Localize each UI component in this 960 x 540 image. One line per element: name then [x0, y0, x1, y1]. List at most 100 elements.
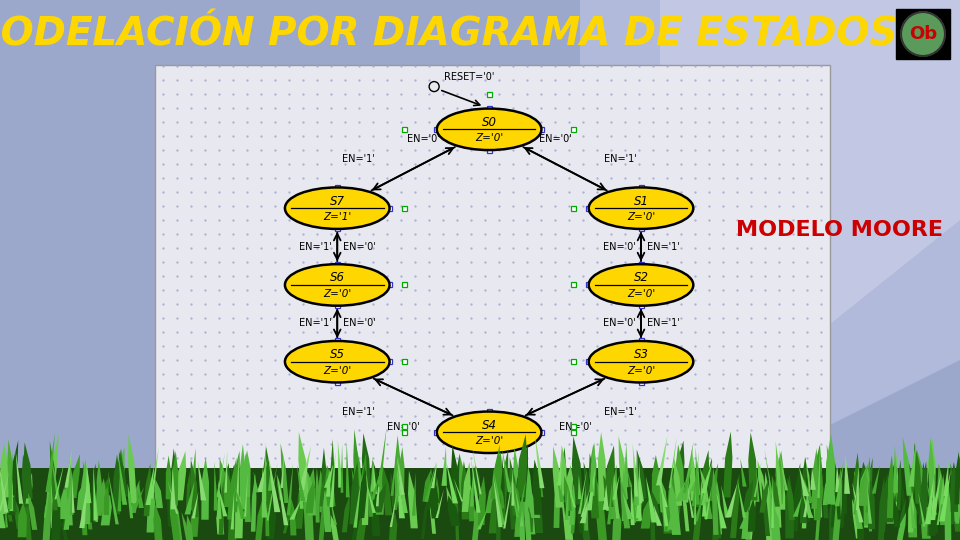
Polygon shape: [431, 462, 437, 488]
Polygon shape: [621, 468, 627, 521]
Polygon shape: [0, 470, 10, 511]
Polygon shape: [527, 498, 534, 532]
Polygon shape: [926, 465, 934, 519]
Polygon shape: [515, 474, 526, 537]
Polygon shape: [286, 464, 293, 515]
Polygon shape: [739, 506, 750, 529]
Polygon shape: [723, 431, 732, 497]
Polygon shape: [944, 460, 948, 496]
Polygon shape: [606, 462, 612, 511]
Polygon shape: [98, 476, 109, 510]
Ellipse shape: [588, 341, 693, 382]
Polygon shape: [230, 451, 240, 512]
Polygon shape: [389, 512, 397, 540]
Polygon shape: [329, 452, 335, 507]
Polygon shape: [362, 433, 372, 496]
Polygon shape: [740, 458, 747, 487]
Polygon shape: [295, 471, 305, 529]
Polygon shape: [429, 488, 436, 534]
Polygon shape: [854, 466, 859, 510]
Polygon shape: [509, 468, 518, 530]
Polygon shape: [746, 481, 756, 539]
Polygon shape: [908, 463, 916, 516]
Polygon shape: [95, 494, 98, 519]
FancyBboxPatch shape: [434, 430, 440, 435]
Polygon shape: [830, 484, 836, 527]
Polygon shape: [868, 477, 872, 531]
Polygon shape: [607, 477, 612, 524]
FancyBboxPatch shape: [638, 339, 643, 343]
Polygon shape: [930, 471, 941, 520]
Polygon shape: [636, 466, 642, 521]
Polygon shape: [954, 451, 960, 504]
Polygon shape: [815, 480, 823, 540]
Polygon shape: [702, 490, 707, 517]
Polygon shape: [83, 461, 92, 529]
Polygon shape: [324, 464, 333, 488]
Polygon shape: [353, 477, 362, 528]
Polygon shape: [562, 474, 573, 540]
Polygon shape: [567, 482, 576, 508]
Polygon shape: [690, 471, 699, 491]
Polygon shape: [82, 460, 90, 524]
Polygon shape: [757, 460, 767, 501]
Polygon shape: [370, 477, 380, 536]
Polygon shape: [265, 507, 270, 536]
Polygon shape: [503, 474, 514, 529]
Polygon shape: [674, 457, 683, 505]
Polygon shape: [853, 498, 863, 529]
Polygon shape: [70, 454, 80, 498]
Polygon shape: [49, 434, 59, 497]
Polygon shape: [435, 476, 440, 514]
Polygon shape: [564, 476, 572, 511]
FancyBboxPatch shape: [335, 226, 340, 232]
Text: Z='0': Z='0': [324, 366, 351, 376]
Polygon shape: [654, 505, 662, 526]
Polygon shape: [937, 463, 948, 525]
Polygon shape: [330, 499, 337, 525]
Polygon shape: [255, 496, 263, 540]
Polygon shape: [198, 462, 206, 501]
Polygon shape: [877, 476, 885, 540]
Polygon shape: [676, 444, 684, 502]
Polygon shape: [166, 455, 171, 500]
Polygon shape: [640, 497, 652, 529]
Polygon shape: [631, 492, 636, 523]
Polygon shape: [950, 462, 958, 512]
FancyBboxPatch shape: [571, 282, 576, 287]
Polygon shape: [351, 468, 358, 504]
Polygon shape: [319, 482, 327, 540]
Text: RESET='0': RESET='0': [444, 72, 494, 82]
Polygon shape: [491, 451, 502, 499]
Polygon shape: [45, 450, 53, 518]
Polygon shape: [564, 487, 573, 516]
FancyBboxPatch shape: [402, 423, 407, 429]
Polygon shape: [453, 478, 464, 502]
Polygon shape: [376, 466, 380, 507]
Polygon shape: [832, 480, 842, 540]
Polygon shape: [175, 451, 186, 501]
Polygon shape: [382, 464, 393, 515]
Polygon shape: [611, 461, 619, 519]
Polygon shape: [690, 449, 696, 501]
Polygon shape: [396, 456, 405, 495]
Polygon shape: [502, 449, 512, 492]
Polygon shape: [397, 456, 408, 513]
Polygon shape: [925, 476, 933, 509]
Polygon shape: [580, 0, 960, 490]
Polygon shape: [323, 490, 331, 532]
Polygon shape: [303, 468, 313, 505]
FancyBboxPatch shape: [387, 359, 392, 364]
Text: MODELACIÓN POR DIAGRAMA DE ESTADOS: MODELACIÓN POR DIAGRAMA DE ESTADOS: [0, 16, 898, 54]
FancyBboxPatch shape: [638, 185, 643, 190]
Polygon shape: [686, 482, 694, 518]
Polygon shape: [374, 483, 386, 512]
Polygon shape: [835, 462, 841, 519]
Polygon shape: [701, 480, 706, 505]
Polygon shape: [955, 478, 960, 524]
Polygon shape: [741, 487, 753, 539]
Polygon shape: [578, 468, 588, 514]
Polygon shape: [840, 466, 848, 528]
Polygon shape: [299, 456, 303, 509]
Polygon shape: [331, 515, 339, 540]
